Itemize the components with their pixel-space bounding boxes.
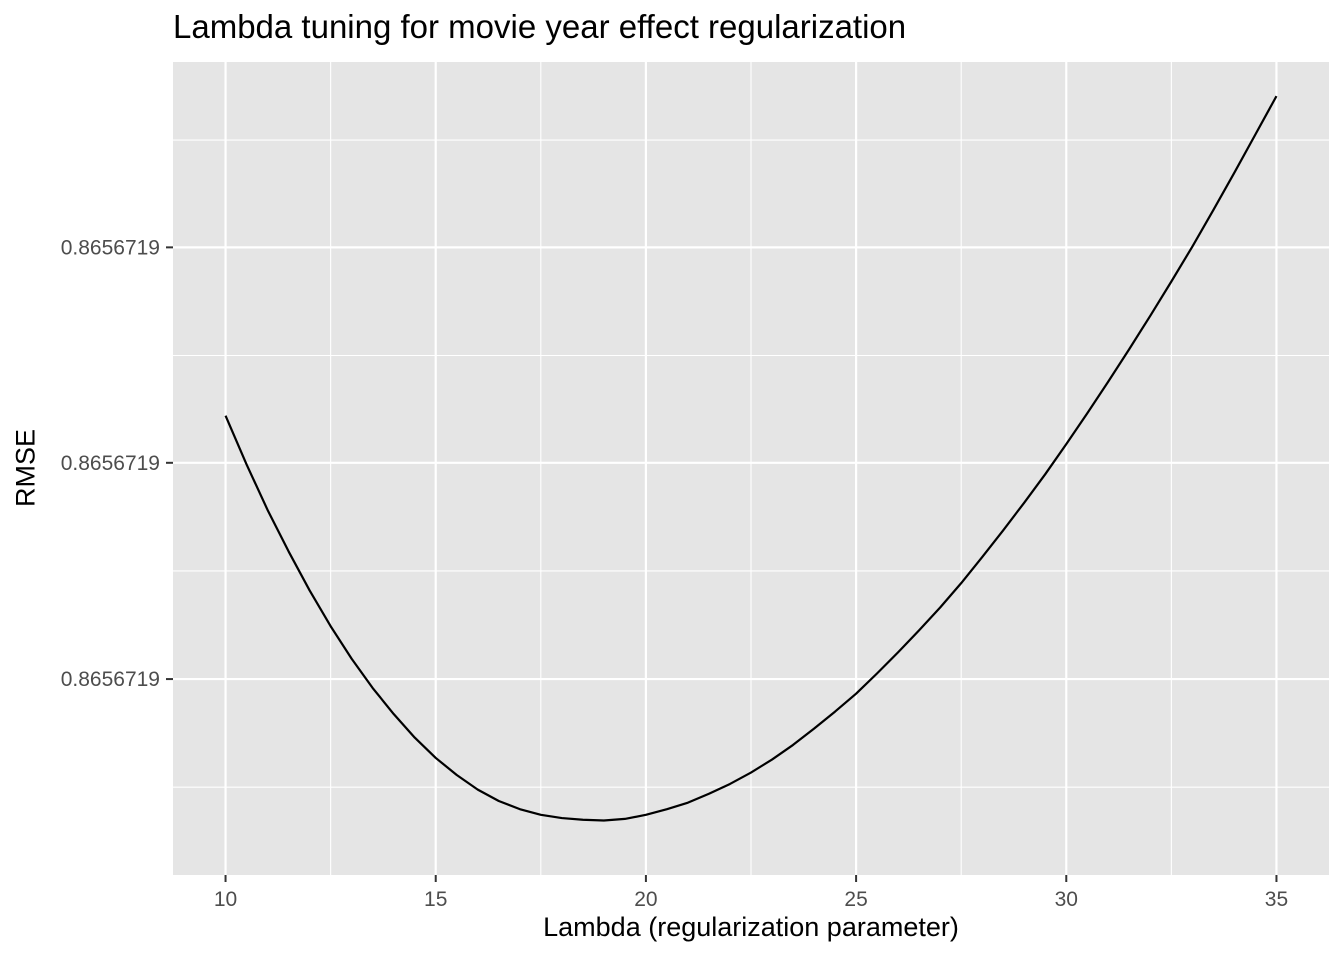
x-tick-label: 20 — [634, 888, 657, 911]
x-axis-ticks: 10 15 20 25 30 35 — [214, 875, 1288, 911]
x-axis-title: Lambda (regularization parameter) — [543, 912, 959, 942]
y-axis-title: RMSE — [10, 428, 41, 508]
x-tick-label: 35 — [1265, 888, 1288, 911]
rmse-line — [224, 95, 1278, 822]
minor-gridlines — [173, 62, 1329, 875]
chart-title: Lambda tuning for movie year effect regu… — [173, 8, 907, 45]
y-tick-label: 0.8656719 — [61, 668, 160, 691]
x-tick-label: 25 — [844, 888, 867, 911]
y-tick-label: 0.8656719 — [61, 452, 160, 475]
x-tick-label: 15 — [424, 888, 447, 911]
y-tick-label: 0.8656719 — [61, 236, 160, 259]
y-axis-ticks: 0.8656719 0.8656719 0.8656719 — [61, 236, 173, 691]
x-tick-label: 30 — [1055, 888, 1078, 911]
x-tick-label: 10 — [214, 888, 237, 911]
